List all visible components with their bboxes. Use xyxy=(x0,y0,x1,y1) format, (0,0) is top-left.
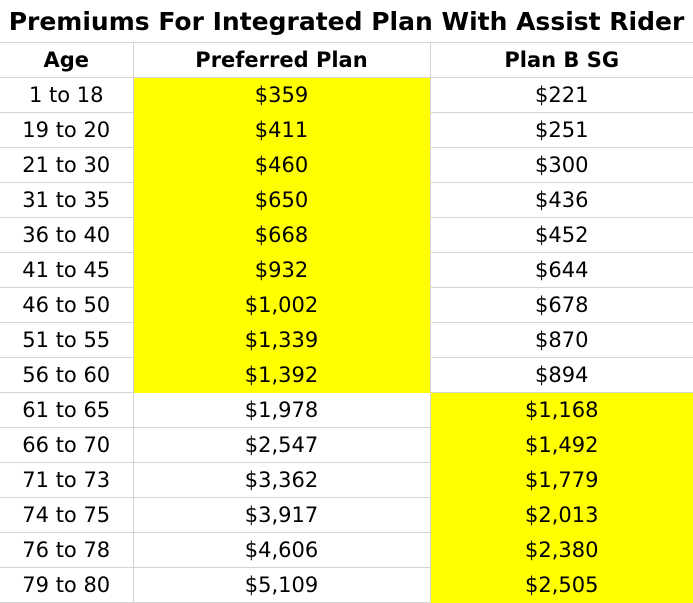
age-cell: 66 to 70 xyxy=(0,427,134,463)
age-cell: 79 to 80 xyxy=(0,567,134,603)
age-cell: 51 to 55 xyxy=(0,322,134,358)
premium-table: Age Preferred Plan Plan B SG 1 to 18 $359… xyxy=(0,43,693,603)
plan-b-sg-cell: $300 xyxy=(430,147,693,183)
table-row: 19 to 20 $411 $251 xyxy=(0,112,693,148)
table-row: 36 to 40 $668 $452 xyxy=(0,217,693,253)
table-row: 46 to 50 $1,002 $678 xyxy=(0,287,693,323)
age-cell: 31 to 35 xyxy=(0,182,134,218)
table-row: 71 to 73 $3,362 $1,779 xyxy=(0,462,693,498)
preferred-plan-cell: $3,917 xyxy=(133,497,431,533)
preferred-plan-cell: $359 xyxy=(133,77,431,113)
header-plan-b-sg: Plan B SG xyxy=(430,43,693,78)
table-row: 56 to 60 $1,392 $894 xyxy=(0,357,693,393)
preferred-plan-cell: $460 xyxy=(133,147,431,183)
plan-b-sg-cell: $894 xyxy=(430,357,693,393)
preferred-plan-cell: $5,109 xyxy=(133,567,431,603)
preferred-plan-cell: $411 xyxy=(133,112,431,148)
age-cell: 61 to 65 xyxy=(0,392,134,428)
table-row: 79 to 80 $5,109 $2,505 xyxy=(0,567,693,603)
table-row: 41 to 45 $932 $644 xyxy=(0,252,693,288)
age-cell: 41 to 45 xyxy=(0,252,134,288)
plan-b-sg-cell: $2,505 xyxy=(430,567,693,603)
age-cell: 46 to 50 xyxy=(0,287,134,323)
preferred-plan-cell: $2,547 xyxy=(133,427,431,463)
preferred-plan-cell: $3,362 xyxy=(133,462,431,498)
table-row: 31 to 35 $650 $436 xyxy=(0,182,693,218)
age-cell: 56 to 60 xyxy=(0,357,134,393)
preferred-plan-cell: $4,606 xyxy=(133,532,431,568)
age-cell: 1 to 18 xyxy=(0,77,134,113)
preferred-plan-cell: $1,339 xyxy=(133,322,431,358)
age-cell: 71 to 73 xyxy=(0,462,134,498)
table-title: Premiums For Integrated Plan With Assist… xyxy=(0,0,693,43)
preferred-plan-cell: $668 xyxy=(133,217,431,253)
table-row: 61 to 65 $1,978 $1,168 xyxy=(0,392,693,428)
plan-b-sg-cell: $2,380 xyxy=(430,532,693,568)
table-row: 76 to 78 $4,606 $2,380 xyxy=(0,532,693,568)
plan-b-sg-cell: $436 xyxy=(430,182,693,218)
table-row: 1 to 18 $359 $221 xyxy=(0,77,693,113)
header-age: Age xyxy=(0,43,134,78)
plan-b-sg-cell: $2,013 xyxy=(430,497,693,533)
plan-b-sg-cell: $251 xyxy=(430,112,693,148)
plan-b-sg-cell: $870 xyxy=(430,322,693,358)
table-row: 66 to 70 $2,547 $1,492 xyxy=(0,427,693,463)
age-cell: 36 to 40 xyxy=(0,217,134,253)
age-cell: 76 to 78 xyxy=(0,532,134,568)
table-row: 51 to 55 $1,339 $870 xyxy=(0,322,693,358)
table-row: 74 to 75 $3,917 $2,013 xyxy=(0,497,693,533)
table-row: 21 to 30 $460 $300 xyxy=(0,147,693,183)
preferred-plan-cell: $1,978 xyxy=(133,392,431,428)
plan-b-sg-cell: $644 xyxy=(430,252,693,288)
age-cell: 19 to 20 xyxy=(0,112,134,148)
preferred-plan-cell: $1,392 xyxy=(133,357,431,393)
plan-b-sg-cell: $221 xyxy=(430,77,693,113)
table-body: 1 to 18 $359 $221 19 to 20 $411 $251 21 to 30 $… xyxy=(0,77,693,603)
age-cell: 74 to 75 xyxy=(0,497,134,533)
preferred-plan-cell: $650 xyxy=(133,182,431,218)
plan-b-sg-cell: $678 xyxy=(430,287,693,323)
preferred-plan-cell: $932 xyxy=(133,252,431,288)
plan-b-sg-cell: $1,168 xyxy=(430,392,693,428)
age-cell: 21 to 30 xyxy=(0,147,134,183)
preferred-plan-cell: $1,002 xyxy=(133,287,431,323)
plan-b-sg-cell: $1,492 xyxy=(430,427,693,463)
plan-b-sg-cell: $452 xyxy=(430,217,693,253)
header-row: Age Preferred Plan Plan B SG xyxy=(0,43,693,78)
plan-b-sg-cell: $1,779 xyxy=(430,462,693,498)
header-preferred-plan: Preferred Plan xyxy=(133,43,431,78)
